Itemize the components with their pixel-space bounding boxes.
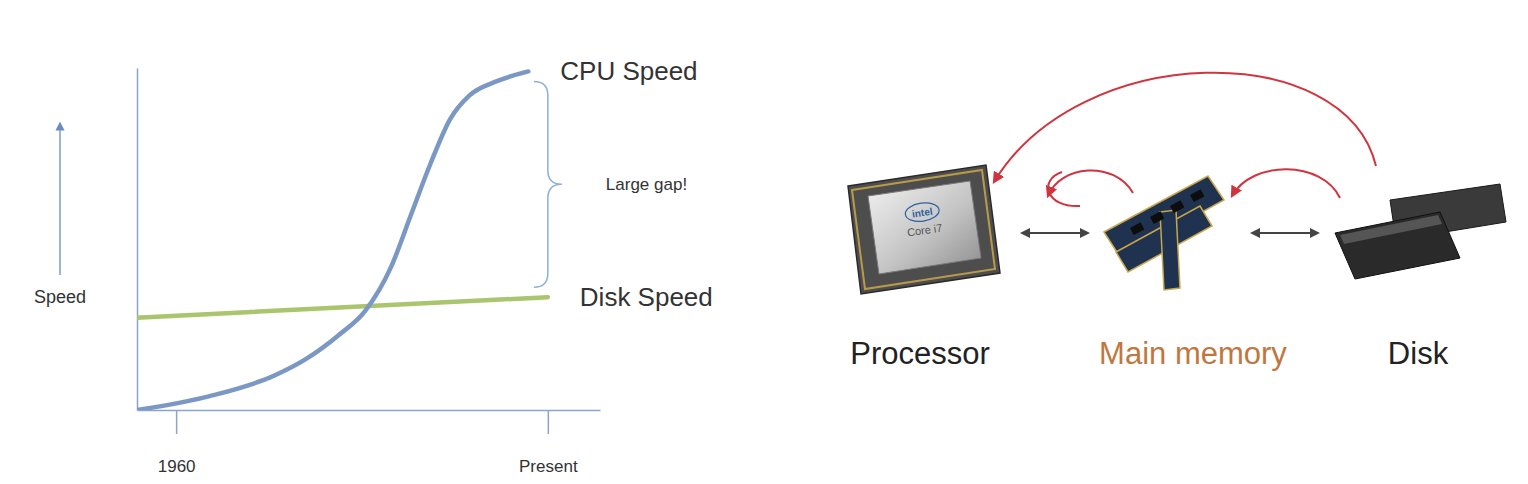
x-tick-label: 1960: [158, 457, 196, 476]
background: [0, 0, 1528, 484]
gap-brace: [534, 81, 562, 287]
x-axis-line: [138, 410, 601, 412]
transfer-arrow: [1252, 232, 1318, 234]
memory-chip: [1130, 222, 1144, 235]
slide: 1960 Present Speed CPU Speed Disk Speed Large…: [0, 0, 1528, 484]
chip-brand: intel: [911, 206, 933, 220]
chip-pins: [852, 170, 995, 289]
page: 1960 Present Speed CPU Speed Disk Speed Large…: [0, 0, 1528, 484]
chip-base: [848, 165, 1000, 294]
series-line: [137, 297, 548, 318]
node-label: Disk: [1388, 336, 1449, 371]
memory-chip: [1150, 211, 1164, 224]
load-arrow: [1048, 170, 1133, 196]
memory-icon: [1104, 176, 1224, 290]
disk-edge: [1340, 215, 1442, 244]
node-label: Main memory: [1099, 336, 1287, 371]
memory-stick: [1160, 210, 1180, 290]
y-arrow: [59, 126, 60, 275]
disk-icon: [1335, 184, 1506, 279]
memory-chip: [1190, 189, 1204, 202]
chip-model: Core i7: [906, 222, 943, 239]
node-label: Processor: [850, 336, 990, 371]
disk-front: [1335, 212, 1460, 279]
x-axis: 1960 Present: [138, 410, 601, 476]
x-tick-mark: [176, 410, 178, 434]
x-tick-mark: [548, 410, 550, 434]
processor-icon: intel Core i7: [848, 165, 1000, 294]
plot-lines: [137, 71, 548, 410]
y-label: Speed: [34, 287, 86, 307]
transfer-arrow: [1022, 232, 1088, 234]
x-tick: Present: [519, 410, 578, 476]
chip-lid: [868, 181, 981, 274]
chip-logo: [904, 201, 940, 224]
series-line: [137, 71, 528, 410]
x-tick-label: Present: [519, 457, 578, 476]
series-label: Disk Speed: [580, 282, 713, 312]
x-tick: 1960: [158, 410, 196, 476]
memory-chip: [1170, 200, 1184, 213]
series-label: CPU Speed: [560, 56, 697, 86]
y-axis: [137, 69, 138, 411]
load-arrow: [1232, 169, 1340, 198]
y-axis-line: [137, 69, 139, 411]
load-arrow: [994, 73, 1376, 182]
annotation: Large gap!: [606, 175, 687, 194]
chip-print: intel Core i7: [903, 201, 943, 239]
